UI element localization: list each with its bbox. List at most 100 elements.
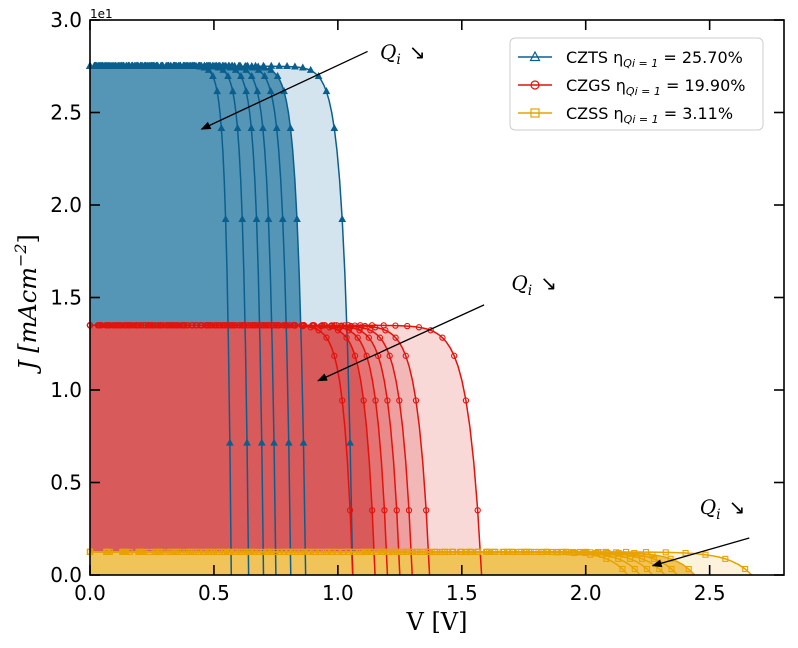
series-0-marker-1-84 xyxy=(219,65,228,73)
series-1-marker-4-93 xyxy=(386,352,393,359)
series-2-fill-0 xyxy=(90,551,628,575)
annotation-label-0: Qi ↘ xyxy=(380,40,426,68)
x-tick-label-0: 0.0 xyxy=(74,581,106,605)
y-axis-label-sup: −2 xyxy=(11,243,30,267)
series-2-marker-6-18 xyxy=(206,548,213,555)
legend-eff-2: = 3.11% xyxy=(659,104,733,123)
axis-ticks xyxy=(89,19,784,576)
series-2-marker-5-63 xyxy=(467,548,475,555)
annotation-q-0: Q xyxy=(380,40,396,64)
series-2-marker-6-48 xyxy=(404,548,411,555)
series-1-marker-6-18 xyxy=(157,322,164,329)
series-1-marker-5-27 xyxy=(178,322,185,329)
annotation-arrow-2 xyxy=(651,537,750,568)
series-0-marker-0-90 xyxy=(213,87,221,95)
series-0-marker-2-99 xyxy=(257,438,266,446)
series-1-marker-0-90 xyxy=(323,334,330,341)
series-1-marker-1-99 xyxy=(369,507,376,514)
series-2-marker-3-30 xyxy=(259,548,266,555)
series-1-marker-4-99 xyxy=(405,507,413,514)
series-1-marker-3-99 xyxy=(393,507,400,514)
series-1-marker-3-96 xyxy=(384,397,391,404)
series-0-marker-0-96 xyxy=(221,214,230,222)
legend-name-1: CZGS η xyxy=(566,76,626,95)
series-2-marker-3-96 xyxy=(638,555,646,562)
series-0-marker-3-96 xyxy=(264,214,273,222)
series-1-marker-6-75 xyxy=(380,322,387,329)
series-0-marker-6-36 xyxy=(180,61,189,69)
series-2-marker-0-96 xyxy=(603,555,610,562)
legend-box xyxy=(509,37,764,131)
series-1-marker-5-15 xyxy=(137,322,145,329)
series-2-marker-6-99 xyxy=(742,565,749,573)
annotation-glyph-2: ↘ xyxy=(729,495,746,519)
annotation-label-2: Qi ↘ xyxy=(700,495,746,523)
series-2-marker-6-12 xyxy=(166,548,173,555)
series-1-marker-5-72 xyxy=(331,322,338,329)
y-axis-label: J [mAcm−2] xyxy=(11,234,42,375)
legend-eff-1: = 19.90% xyxy=(661,76,746,95)
plot-fills xyxy=(90,66,752,575)
series-1-marker-6-27 xyxy=(192,322,199,329)
series-1-marker-5-54 xyxy=(270,322,277,329)
series-2-marker-4-66 xyxy=(474,548,481,555)
annotations: Qi ↘ Qi ↘ Qi ↘ xyxy=(200,40,750,568)
series-1-marker-6-99 xyxy=(474,507,481,514)
series-2-marker-4-39 xyxy=(316,548,323,555)
series-2-marker-2-27 xyxy=(238,548,245,555)
series-2-marker-3-27 xyxy=(242,548,249,555)
annotation-q-2: Q xyxy=(700,495,716,519)
series-2-marker-2-96 xyxy=(627,555,634,562)
series-1-marker-6-84 xyxy=(415,324,423,331)
x-tick-label-1: 0.5 xyxy=(198,581,230,605)
y-offset-text: 1e1 xyxy=(90,7,113,21)
y-tick-label-3: 1.5 xyxy=(50,286,82,310)
series-2-marker-3-33 xyxy=(276,548,283,555)
legend: CZTS ηQi = 1 = 25.70%CZGS ηQi = 1 = 19.9… xyxy=(509,37,764,131)
series-2-marker-5-42 xyxy=(340,548,348,555)
annotation-glyph-1: ↘ xyxy=(540,271,557,295)
legend-marker-0 xyxy=(529,50,541,62)
series-0-marker-6-30 xyxy=(164,61,173,69)
series-2-marker-4-18 xyxy=(192,548,199,555)
series-0-marker-2-96 xyxy=(252,214,261,222)
series-2-marker-6-72 xyxy=(563,548,570,555)
series-1-marker-0-99 xyxy=(346,507,354,514)
series-2-marker-6-42 xyxy=(364,548,371,555)
series-2-marker-5-24 xyxy=(232,548,239,555)
series-2-marker-5-45 xyxy=(359,548,366,555)
series-0-marker-6-9 xyxy=(109,61,118,69)
series-2-marker-6-87 xyxy=(662,549,669,556)
series-1-marker-5-6 xyxy=(107,322,114,329)
series-2-marker-2-99 xyxy=(643,565,651,573)
legend-sub-2: Qi = 1 xyxy=(624,113,659,126)
series-0-marker-6-66 xyxy=(259,61,268,69)
series-2-marker-5-99 xyxy=(685,565,692,573)
series-1-marker-1-93 xyxy=(351,352,359,359)
series-2-marker-5-96 xyxy=(667,555,674,562)
series-1-marker-4-72 xyxy=(318,322,326,329)
series-0-marker-3-90 xyxy=(253,87,262,95)
series-2-marker-5-18 xyxy=(195,548,202,555)
series-0-marker-6-51 xyxy=(220,61,228,69)
series-0-marker-6-15 xyxy=(125,61,134,69)
series-0-marker-6-12 xyxy=(117,61,126,69)
series-1-marker-5-63 xyxy=(300,322,308,329)
y-tick-label-5: 2.5 xyxy=(50,101,82,125)
series-0-marker-6-90 xyxy=(322,87,331,95)
series-1-marker-1-96 xyxy=(360,397,367,404)
series-2-marker-4-72 xyxy=(509,548,516,555)
series-1-marker-4-96 xyxy=(396,397,403,404)
series-1-marker-5-75 xyxy=(341,322,348,329)
series-1-marker-3-54 xyxy=(254,322,261,329)
series-1-marker-6-30 xyxy=(204,322,211,329)
series-1-marker-6-9 xyxy=(122,322,129,329)
series-0-marker-6-21 xyxy=(141,61,150,69)
series-2-marker-6-39 xyxy=(345,548,352,555)
series-0-marker-6-63 xyxy=(251,61,260,69)
axis-tick-labels: 0.0 0.5 1.0 1.5 2.0 2.5 0.0 0.5 1.0 1.5 2.0 2.5 3.0 xyxy=(50,8,725,605)
series-2-marker-6-81 xyxy=(622,548,630,556)
series-2-marker-5-15 xyxy=(177,548,184,555)
series-0-marker-1-93 xyxy=(233,124,242,132)
series-2-marker-5-6 xyxy=(123,548,130,555)
